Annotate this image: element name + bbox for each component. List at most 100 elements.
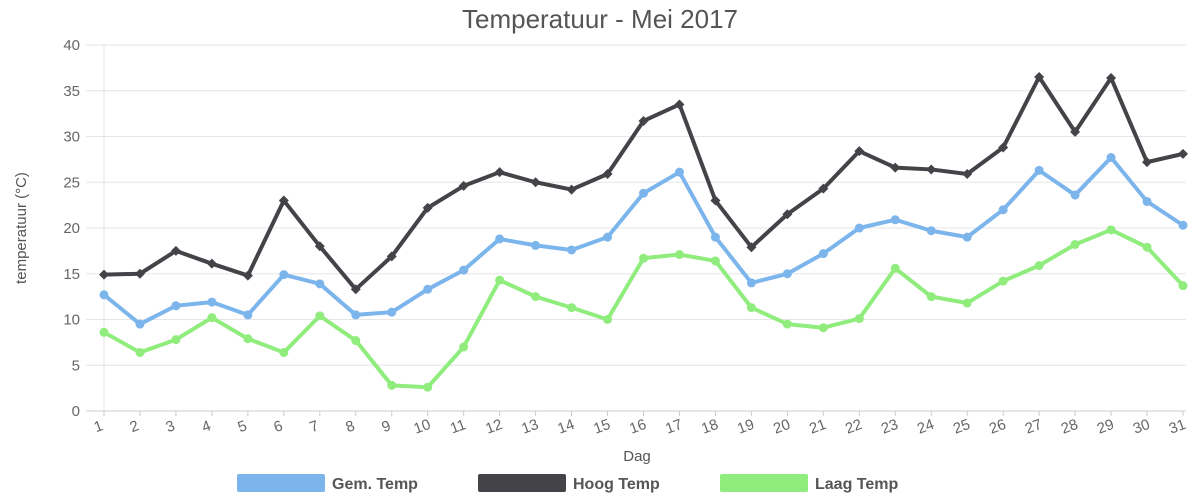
data-point[interactable] [674, 250, 684, 260]
data-point[interactable] [278, 195, 289, 206]
data-point[interactable] [998, 205, 1008, 215]
data-point[interactable] [531, 240, 541, 250]
data-point[interactable] [926, 164, 937, 175]
data-point[interactable] [206, 258, 217, 269]
data-point[interactable] [639, 188, 648, 198]
data-point[interactable] [566, 184, 577, 195]
data-point[interactable] [1142, 157, 1153, 168]
data-point[interactable] [423, 284, 433, 294]
data-point[interactable] [782, 319, 792, 329]
data-point[interactable] [962, 169, 973, 180]
data-point[interactable] [854, 146, 865, 157]
data-point[interactable] [818, 183, 829, 194]
data-point[interactable] [350, 284, 361, 295]
data-point[interactable] [926, 226, 936, 236]
data-point[interactable] [351, 310, 361, 320]
data-point[interactable] [386, 251, 397, 262]
data-point[interactable] [890, 263, 900, 273]
legend-item-1[interactable]: Gem. Temp [237, 474, 418, 493]
data-point[interactable] [639, 253, 648, 263]
data-point[interactable] [1178, 148, 1188, 159]
data-point[interactable] [962, 298, 972, 308]
data-point[interactable] [495, 275, 505, 285]
data-point[interactable] [1070, 190, 1080, 200]
data-point[interactable] [1178, 281, 1188, 291]
data-point[interactable] [1142, 242, 1152, 252]
data-point[interactable] [1034, 72, 1045, 83]
data-point[interactable] [782, 209, 793, 220]
data-point[interactable] [423, 382, 433, 392]
data-point[interactable] [603, 232, 613, 242]
data-point[interactable] [710, 232, 720, 242]
data-point[interactable] [314, 241, 325, 252]
data-point[interactable] [171, 301, 181, 311]
data-point[interactable] [710, 256, 720, 266]
data-point[interactable] [315, 279, 325, 289]
data-point[interactable] [1142, 196, 1152, 206]
data-point[interactable] [1106, 153, 1116, 163]
data-point[interactable] [567, 245, 577, 255]
data-point[interactable] [243, 334, 253, 344]
data-point[interactable] [99, 269, 109, 280]
y-axis-label: temperatuur (°C) [13, 172, 30, 284]
data-point[interactable] [135, 347, 145, 357]
data-point[interactable] [1034, 261, 1044, 271]
data-point[interactable] [746, 278, 756, 288]
y-tick-label: 10 [63, 312, 80, 329]
data-point[interactable] [603, 315, 613, 324]
data-point[interactable] [818, 323, 828, 333]
data-point[interactable] [99, 327, 109, 337]
data-point[interactable] [998, 142, 1009, 153]
data-point[interactable] [530, 177, 541, 188]
data-point[interactable] [207, 313, 217, 323]
data-point[interactable] [171, 335, 181, 345]
data-point[interactable] [782, 269, 792, 279]
legend-item-2[interactable]: Hoog Temp [478, 474, 660, 493]
data-point[interactable] [638, 115, 649, 126]
data-point[interactable] [99, 290, 109, 300]
data-point[interactable] [134, 268, 145, 279]
data-point[interactable] [674, 99, 685, 110]
data-point[interactable] [854, 223, 864, 233]
data-point[interactable] [279, 270, 289, 280]
legend-item-3[interactable]: Laag Temp [720, 474, 899, 493]
data-point[interactable] [1034, 165, 1044, 175]
data-point[interactable] [387, 307, 397, 317]
data-point[interactable] [746, 303, 756, 313]
data-point[interactable] [135, 319, 145, 329]
grid-lines [86, 44, 1186, 412]
data-point[interactable] [458, 180, 469, 191]
data-point[interactable] [170, 245, 181, 256]
data-point[interactable] [243, 310, 253, 320]
data-point[interactable] [315, 311, 325, 321]
data-point[interactable] [818, 249, 828, 259]
data-point[interactable] [1106, 72, 1117, 83]
data-point[interactable] [459, 342, 469, 352]
data-point[interactable] [351, 336, 361, 346]
data-point[interactable] [746, 242, 757, 253]
data-point[interactable] [459, 265, 469, 275]
data-point[interactable] [207, 297, 217, 307]
data-point[interactable] [962, 232, 972, 242]
data-point[interactable] [495, 234, 505, 244]
data-point[interactable] [422, 202, 433, 213]
data-point[interactable] [890, 215, 900, 225]
data-point[interactable] [494, 167, 505, 178]
data-point[interactable] [1070, 126, 1081, 137]
data-point[interactable] [854, 314, 864, 324]
data-point[interactable] [890, 162, 901, 173]
data-point[interactable] [926, 292, 936, 302]
data-point[interactable] [1070, 239, 1080, 249]
data-point[interactable] [602, 169, 613, 180]
data-point[interactable] [1178, 220, 1188, 230]
data-point[interactable] [710, 195, 721, 206]
data-point[interactable] [387, 380, 397, 390]
data-point[interactable] [242, 270, 253, 281]
data-point[interactable] [1106, 225, 1116, 235]
data-point[interactable] [531, 292, 541, 302]
data-point[interactable] [998, 276, 1008, 286]
data-point[interactable] [279, 347, 289, 357]
data-point[interactable] [567, 303, 577, 313]
data-point[interactable] [674, 167, 684, 177]
